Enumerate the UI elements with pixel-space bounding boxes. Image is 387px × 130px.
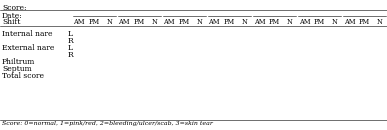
Text: AM: AM: [118, 18, 130, 26]
Text: Internal nare: Internal nare: [2, 30, 53, 38]
Text: R: R: [68, 37, 74, 45]
Text: PM: PM: [89, 18, 100, 26]
Text: PM: PM: [269, 18, 280, 26]
Text: AM: AM: [344, 18, 355, 26]
Text: L: L: [68, 44, 73, 52]
Text: Total score: Total score: [2, 72, 44, 80]
Text: PM: PM: [134, 18, 145, 26]
Text: N: N: [332, 18, 337, 26]
Text: Score: 0=normal, 1=pink/red, 2=bleeding/ulcer/scab, 3=skin tear: Score: 0=normal, 1=pink/red, 2=bleeding/…: [2, 121, 213, 126]
Text: AM: AM: [209, 18, 220, 26]
Text: L: L: [68, 30, 73, 38]
Text: AM: AM: [299, 18, 310, 26]
Text: PM: PM: [359, 18, 370, 26]
Text: AM: AM: [253, 18, 265, 26]
Text: PM: PM: [224, 18, 235, 26]
Text: N: N: [106, 18, 112, 26]
Text: Score:: Score:: [2, 4, 27, 12]
Text: AM: AM: [74, 18, 85, 26]
Text: Shift: Shift: [2, 18, 21, 26]
Text: PM: PM: [314, 18, 325, 26]
Text: PM: PM: [179, 18, 190, 26]
Text: N: N: [286, 18, 292, 26]
Text: N: N: [196, 18, 202, 26]
Text: N: N: [151, 18, 157, 26]
Text: External nare: External nare: [2, 44, 55, 52]
Text: AM: AM: [163, 18, 175, 26]
Text: Septum: Septum: [2, 65, 32, 73]
Text: Date:: Date:: [2, 12, 23, 20]
Text: Philtrum: Philtrum: [2, 58, 35, 66]
Text: R: R: [68, 51, 74, 59]
Text: N: N: [377, 18, 382, 26]
Text: N: N: [241, 18, 247, 26]
